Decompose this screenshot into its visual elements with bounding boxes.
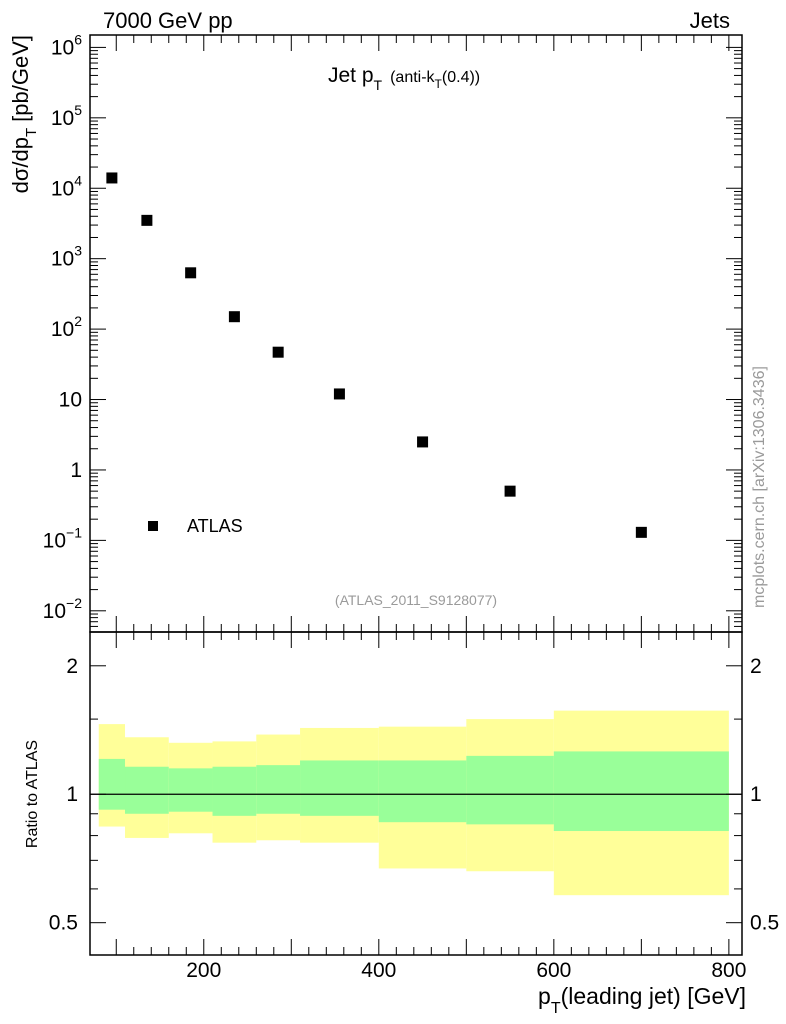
main-y-tick-label: 102	[51, 313, 82, 341]
x-axis-title: pT(leading jet) [GeV]	[538, 983, 746, 1017]
x-tick-label: 400	[361, 959, 396, 982]
main-y-tick-label: 10−2	[43, 595, 83, 623]
header-left-label: 7000 GeV pp	[103, 8, 233, 33]
ratio-y-tick-label-right: 0.5	[750, 912, 779, 935]
legend-marker	[148, 521, 158, 531]
ratio-band-inner	[300, 760, 379, 816]
data-point	[417, 436, 429, 448]
main-y-tick-label: 104	[51, 172, 82, 200]
main-y-tick-label: 10−1	[43, 524, 83, 552]
ratio-panel: 0.5 0.5 1 1 2 2 200 400 600 800 Ratio to ATLAS pT…	[24, 631, 779, 1017]
ratio-band-inner	[212, 766, 257, 816]
data-point	[504, 485, 516, 497]
data-point	[228, 311, 240, 323]
data-point	[272, 346, 284, 358]
data-point	[185, 267, 197, 279]
ratio-band-inner	[553, 751, 729, 832]
ratio-frame	[89, 631, 743, 956]
ratio-band-inner	[256, 765, 301, 814]
ratio-y-tick-label: 2	[66, 655, 78, 678]
ratio-band-inner	[125, 766, 169, 814]
analysis-reference: (ATLAS_2011_S9128077)	[335, 592, 497, 608]
legend-label: ATLAS	[187, 516, 243, 536]
ratio-y-axis-title: Ratio to ATLAS	[24, 740, 41, 848]
ratio-y-tick-label-right: 2	[750, 655, 762, 678]
data-point	[635, 526, 647, 538]
data-point	[333, 388, 345, 400]
ratio-band-inner	[466, 755, 554, 825]
main-y-tick-label: 1	[70, 459, 82, 482]
main-y-tick-label: 103	[51, 243, 82, 271]
side-note: mcplots.cern.ch [arXiv:1306.3436]	[751, 366, 768, 608]
x-tick-label: 600	[536, 959, 571, 982]
data-point	[141, 214, 153, 226]
ratio-band-inner	[98, 758, 126, 810]
main-plot-title: Jet pT (anti-kT(0.4))	[328, 64, 480, 93]
x-tick-label: 200	[186, 959, 221, 982]
data-point	[106, 172, 118, 184]
ratio-y-tick-label: 1	[66, 783, 78, 806]
main-marks	[106, 172, 647, 538]
main-frame	[89, 34, 743, 633]
header-right-label: Jets	[690, 8, 730, 33]
ratio-y-tick-label: 0.5	[49, 912, 78, 935]
main-y-axis-title: dσ/dpT[pb/GeV]	[8, 35, 40, 193]
x-tick-label: 800	[711, 959, 746, 982]
ratio-ticks: 0.5 0.5 1 1 2 2 200 400 600 800	[49, 632, 779, 982]
ratio-bands	[90, 710, 742, 896]
ratio-band-inner	[168, 768, 213, 812]
main-y-tick-label: 105	[51, 102, 82, 130]
main-y-tick-label: 10	[59, 389, 82, 412]
main-y-tick-label: 106	[51, 31, 82, 59]
ratio-band-inner	[378, 760, 467, 823]
ratio-y-tick-label-right: 1	[750, 783, 762, 806]
